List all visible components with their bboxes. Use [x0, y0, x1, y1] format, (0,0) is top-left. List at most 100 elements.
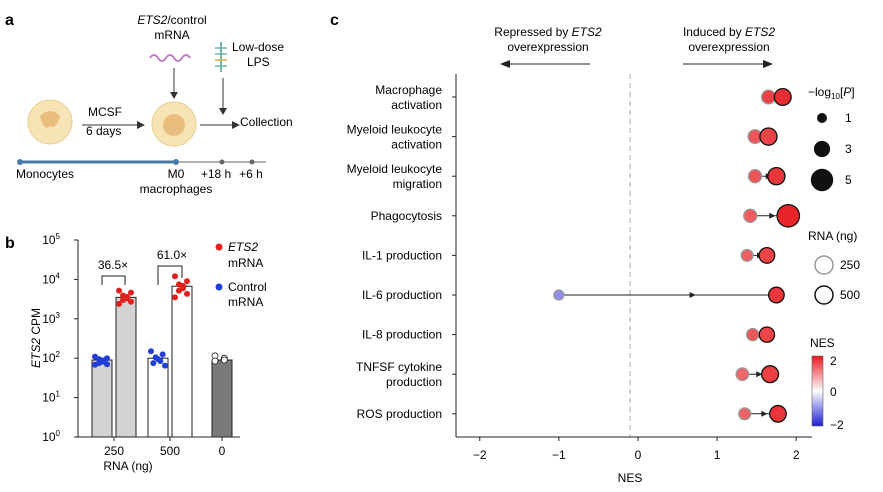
- lps-label-line1: Low-dose: [232, 40, 284, 54]
- panel-c-x-ticks: −2 −1 0 1 2: [473, 437, 800, 462]
- y-tick-label: 100: [42, 429, 60, 444]
- induced-arrow-head: [763, 60, 773, 68]
- category-label: ROS production: [357, 407, 442, 421]
- panel-c-letter: c: [330, 12, 339, 29]
- legend-ets2-dot: [215, 243, 223, 251]
- legend-pvalue-label: 1: [845, 111, 852, 125]
- macrophages-label: macrophages: [140, 182, 213, 196]
- repressed-arrow-head: [500, 60, 510, 68]
- connector-arrowhead: [689, 292, 696, 298]
- days-label: 6 days: [86, 124, 121, 138]
- collection-label: Collection: [240, 115, 293, 129]
- legend-rna-500-label: 500: [840, 288, 860, 302]
- category-label: IL-8 production: [362, 328, 442, 342]
- nes-colorbar-tick-mid: 0: [830, 385, 837, 399]
- monocytes-label: Monocytes: [16, 167, 74, 181]
- legend-nes-colorbar: NES 2 0 −2: [810, 336, 844, 432]
- panel-b-letter: b: [5, 235, 15, 252]
- panel-a-letter: a: [5, 12, 14, 29]
- point-500ng: [773, 87, 792, 107]
- nes-colorbar-tick-low: −2: [830, 418, 844, 432]
- point-250ng: [760, 89, 776, 105]
- connector-arrowhead: [761, 410, 768, 417]
- legend-pvalue-items: 1 3 5: [810, 111, 852, 192]
- point-500ng: [761, 365, 780, 384]
- panel-a: a ETS2/control mRNA Low-dose LPS MCSF 6 …: [5, 12, 293, 196]
- legend-rna-250-label: 250: [840, 258, 860, 272]
- point-500ng: [759, 127, 778, 146]
- x-tick-label: −1: [552, 448, 566, 462]
- data-point: [176, 287, 182, 294]
- x-tick-label: 0: [219, 444, 226, 458]
- bar: [211, 359, 233, 438]
- data-point: [220, 356, 228, 364]
- nes-colorbar-tick-high: 2: [830, 354, 837, 368]
- nes-colorbar: [811, 355, 824, 427]
- panel-b-x-label: RNA (ng): [103, 459, 152, 473]
- data-point: [128, 289, 134, 296]
- legend-pvalue-title: −log10[P]: [808, 85, 855, 101]
- y-tick-label: 101: [42, 390, 60, 405]
- point-500ng: [767, 286, 785, 304]
- point-250ng: [740, 248, 754, 262]
- legend-pvalue-circle: [817, 113, 827, 123]
- data-point: [150, 360, 157, 367]
- panel-b: b 100 101 102 103 104 105 250 500 0 RNA (ng) ET…: [5, 232, 267, 473]
- induced-label: Induced by ETS2: [683, 25, 775, 39]
- timeline-dot-18h: [219, 159, 225, 165]
- panel-b-x-ticks: 250 500 0: [104, 437, 226, 458]
- legend-control-label-line2: mRNA: [228, 295, 263, 309]
- panel-b-y-ticks: 100 101 102 103 104 105: [42, 232, 78, 444]
- point-500ng: [776, 203, 801, 228]
- point-250ng: [738, 407, 752, 421]
- connector-arrowhead: [769, 212, 776, 219]
- x-tick-label: 2: [793, 448, 800, 462]
- point-250ng: [553, 289, 565, 301]
- bar: [115, 296, 137, 438]
- legend-rna: RNA (ng) 250 500: [808, 229, 860, 305]
- y-tick-label: 103: [42, 311, 60, 326]
- lps-arrow-head: [219, 108, 227, 115]
- data-point: [172, 294, 178, 301]
- mrna-wave-icon: [149, 54, 191, 62]
- x-tick-label: 1: [714, 448, 721, 462]
- fold-label-250: 36.5×: [98, 258, 128, 272]
- repressed-label-line2: overexpression: [507, 40, 588, 54]
- category-label: Macrophage activation: [375, 83, 442, 112]
- data-point: [184, 278, 190, 285]
- data-point: [172, 273, 178, 280]
- point-500ng: [758, 246, 776, 264]
- timepoint-6h-label: +6 h: [239, 167, 263, 181]
- point-250ng: [743, 208, 758, 224]
- legend-ets2-label: ETS2: [228, 240, 258, 254]
- point-250ng: [735, 367, 750, 382]
- connector-arrowhead: [756, 371, 763, 378]
- panel-b-bars: [91, 273, 233, 438]
- legend-nes-title: NES: [810, 336, 835, 350]
- mrna-arrow-head: [170, 92, 178, 99]
- legend-pvalue-label: 3: [845, 142, 852, 156]
- category-label: Myeloid leukocyte migration: [347, 162, 443, 191]
- category-label: Myeloid leukocyte activation: [347, 123, 443, 152]
- x-tick-label: 250: [104, 444, 124, 458]
- induced-label-line2: overexpression: [688, 40, 769, 54]
- repressed-label: Repressed by ETS2: [494, 25, 602, 39]
- panel-c-points: [553, 87, 801, 423]
- mrna-label: ETS2/control: [137, 13, 206, 27]
- data-point: [116, 287, 122, 294]
- mrna-label-line2: mRNA: [154, 28, 189, 42]
- y-tick-label: 105: [42, 232, 60, 247]
- timeline-dot-6h: [249, 159, 255, 165]
- point-500ng: [769, 404, 787, 423]
- legend-control-label: Control: [228, 280, 267, 294]
- bar: [147, 357, 169, 438]
- fold-bracket-250: 36.5×: [98, 258, 128, 285]
- monocyte-cell-icon: [27, 99, 73, 145]
- legend-rna-500-circle: [814, 285, 834, 305]
- legend-pvalue-circle: [813, 140, 831, 158]
- y-tick-label: 102: [42, 350, 60, 365]
- data-point: [157, 357, 164, 364]
- data-point: [148, 348, 154, 355]
- data-point: [128, 298, 134, 305]
- category-label: Phagocytosis: [371, 209, 442, 223]
